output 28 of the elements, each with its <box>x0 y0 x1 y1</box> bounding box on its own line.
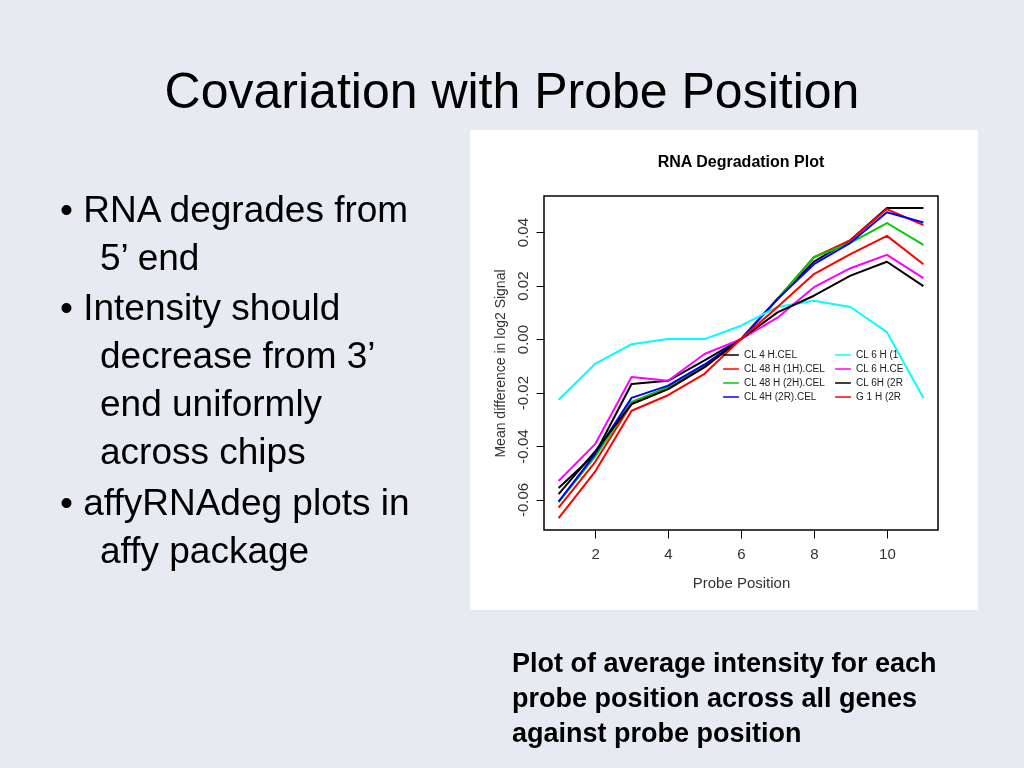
legend-label: CL 4 H.CEL <box>744 349 798 360</box>
chart-subtitle: RNA Degradation Plot <box>657 153 825 170</box>
y-tick-label: 0.00 <box>513 324 531 355</box>
x-tick-label: 8 <box>810 544 819 562</box>
line-series <box>557 299 925 401</box>
text: Plot of average intensity for each probe position across all genes against probe position <box>512 647 938 751</box>
x-axis-title: Probe Position <box>692 573 791 591</box>
legend-label: CL 6 H (1 <box>856 349 899 360</box>
text: • affyRNAdeg plots in affy package <box>60 480 411 573</box>
y-tick-label: -0.04 <box>513 429 531 464</box>
x-tick-label: 2 <box>591 544 600 562</box>
y-tick-label: 0.02 <box>513 271 531 301</box>
legend-label: CL 4H (2R).CEL <box>744 391 817 402</box>
legend-label: G 1 H (2R <box>856 391 902 402</box>
legend-label: CL 6H (2R <box>856 377 903 388</box>
text: • Intensity should decrease from 3’ end uniformly across chips <box>60 286 376 475</box>
legend-label: CL 6 H.CE <box>856 363 904 374</box>
x-tick-label: 6 <box>737 544 746 562</box>
y-tick-label: -0.06 <box>513 482 531 518</box>
x-tick-label: 10 <box>879 544 896 562</box>
legend-label: CL 48 H (1H).CEL <box>744 363 826 374</box>
text: • RNA degrades from 5’ end <box>60 188 410 281</box>
chart-title: Covariation with Probe Position <box>163 62 861 120</box>
x-tick-label: 4 <box>664 544 673 562</box>
y-axis-title: Mean difference in log2 Signal <box>491 269 508 458</box>
y-tick-label: 0.04 <box>513 218 531 248</box>
y-tick-label: -0.02 <box>513 375 531 411</box>
legend-label: CL 48 H (2H).CEL <box>744 377 826 388</box>
